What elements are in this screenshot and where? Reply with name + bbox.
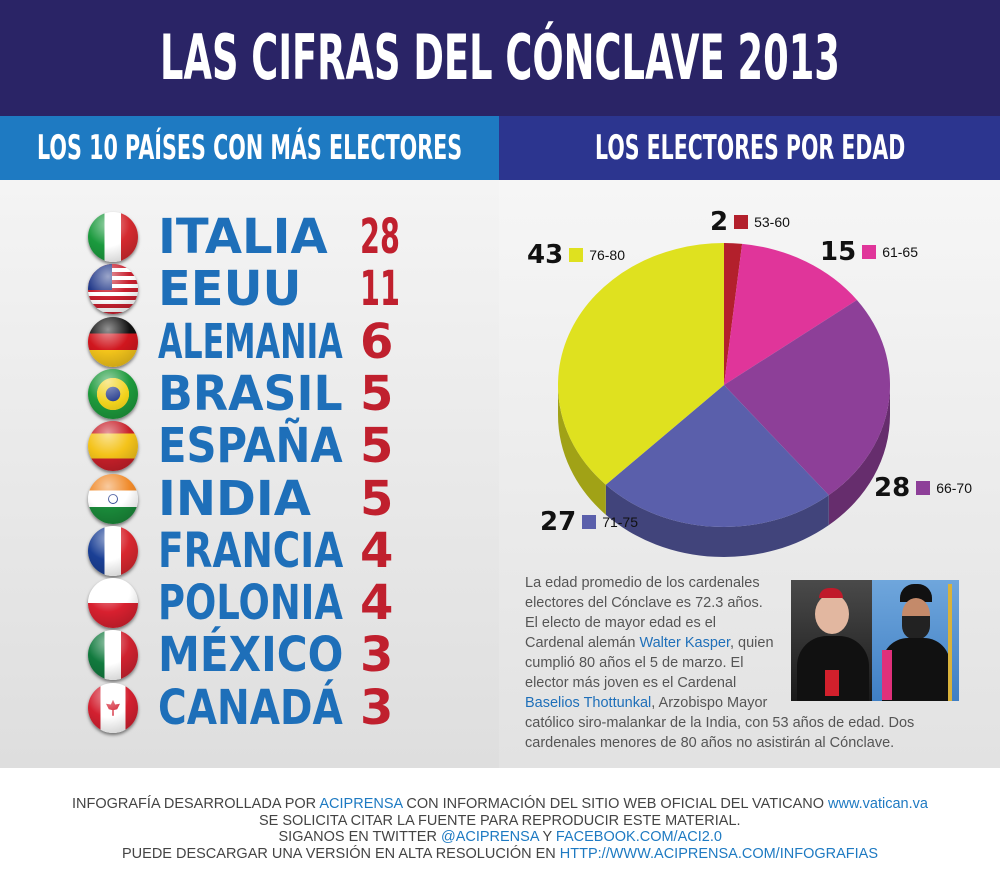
country-count: 6 <box>360 313 394 370</box>
pie-slice-71-75 <box>605 385 829 527</box>
age-header: LOS ELECTORES POR EDAD <box>499 116 1000 180</box>
country-count: 5 <box>360 365 394 422</box>
countries-header: LOS 10 PAÍSES CON MÁS ELECTORES <box>0 116 499 180</box>
age-header-text: LOS ELECTORES POR EDAD <box>594 128 905 168</box>
pie-slice-66-70 <box>724 299 890 496</box>
country-row: INDIA 5 <box>88 470 418 527</box>
legend-swatch <box>916 481 931 495</box>
country-row: MÉXICO 3 <box>88 627 418 684</box>
label-61-65: 15 61-65 <box>820 237 918 267</box>
pie-slice-76-80 <box>557 243 724 485</box>
flag-de-icon <box>88 316 138 367</box>
vatican-link[interactable]: www.vatican.va <box>828 796 928 812</box>
label-66-70: 28 66-70 <box>874 473 972 503</box>
country-row: ITALIA 28 <box>88 209 418 265</box>
country-row: ESPAÑA 5 <box>88 418 418 475</box>
country-row: POLONIA 4 <box>88 575 418 632</box>
country-name: ESPAÑA <box>158 418 343 475</box>
country-name: FRANCIA <box>158 522 344 579</box>
photo-baselios-thottunkal <box>872 580 959 701</box>
country-count: 4 <box>360 522 394 579</box>
age-description: La edad promedio de los cardenales elect… <box>525 575 915 751</box>
country-name: POLONIA <box>158 575 343 632</box>
pie-side-76-80 <box>558 385 606 515</box>
flag-es-icon <box>88 421 138 472</box>
pie-slice-61-65 <box>724 243 857 385</box>
flag-fr-icon <box>88 525 138 576</box>
pie-side-71-75 <box>605 484 829 558</box>
legend-swatch <box>862 245 877 259</box>
legend-swatch <box>569 248 584 262</box>
facebook-link[interactable]: FACEBOOK.COM/ACI2.0 <box>555 829 722 845</box>
flag-us-icon <box>88 264 138 315</box>
flag-ca-icon <box>88 682 138 733</box>
footer: INFOGRAFÍA DESARROLLADA POR ACIPRENSA CO… <box>72 796 928 862</box>
flag-pl-icon <box>88 578 138 629</box>
pie-side-66-70 <box>828 385 890 526</box>
country-row: ALEMANIA 6 <box>88 313 418 370</box>
page-title-bar: LAS CIFRAS DEL CÓNCLAVE 2013 <box>0 0 1000 116</box>
country-name: CANADÁ <box>158 679 343 736</box>
page-title: LAS CIFRAS DEL CÓNCLAVE 2013 <box>160 21 840 94</box>
label-71-75: 27 71-75 <box>540 507 638 537</box>
legend-swatch <box>582 515 597 529</box>
country-count: 11 <box>360 261 400 318</box>
country-count: 5 <box>360 418 394 475</box>
country-name: ALEMANIA <box>158 313 343 370</box>
cardinals-photo <box>791 580 959 701</box>
label-53-60: 2 53-60 <box>710 207 790 237</box>
country-row: FRANCIA 4 <box>88 522 418 579</box>
flag-it-icon <box>88 212 138 262</box>
label-76-80: 43 76-80 <box>527 240 625 270</box>
aciprensa-link[interactable]: ACIPRENSA <box>319 796 403 812</box>
country-count: 3 <box>360 679 394 736</box>
photo-walter-kasper <box>791 580 872 701</box>
twitter-link[interactable]: @ACIPRENSA <box>440 829 539 845</box>
cardinal-link[interactable]: Baselios Thottunkal <box>525 695 652 711</box>
legend-swatch <box>734 215 749 229</box>
country-row: CANADÁ 3 <box>88 679 418 736</box>
flag-mx-icon <box>88 630 138 681</box>
pie-slice-53-60 <box>724 243 743 385</box>
country-count: 4 <box>360 575 394 632</box>
country-count: 28 <box>360 209 400 265</box>
flag-br-icon <box>88 368 138 419</box>
country-row: EEUU 11 <box>88 261 418 318</box>
country-name: ITALIA <box>158 209 328 265</box>
country-count: 5 <box>360 470 394 527</box>
country-name: EEUU <box>158 261 302 318</box>
country-row: BRASIL 5 <box>88 365 418 422</box>
countries-panel <box>0 180 499 768</box>
flag-in-icon <box>88 473 138 524</box>
cardinal-link[interactable]: Walter Kasper <box>639 635 730 651</box>
country-count: 3 <box>360 627 394 684</box>
countries-header-text: LOS 10 PAÍSES CON MÁS ELECTORES <box>37 128 463 168</box>
infografias-link[interactable]: HTTP://WWW.ACIPRENSA.COM/INFOGRAFIAS <box>559 845 878 862</box>
country-name: MÉXICO <box>158 627 344 684</box>
country-name: INDIA <box>158 470 311 527</box>
country-name: BRASIL <box>158 365 343 422</box>
